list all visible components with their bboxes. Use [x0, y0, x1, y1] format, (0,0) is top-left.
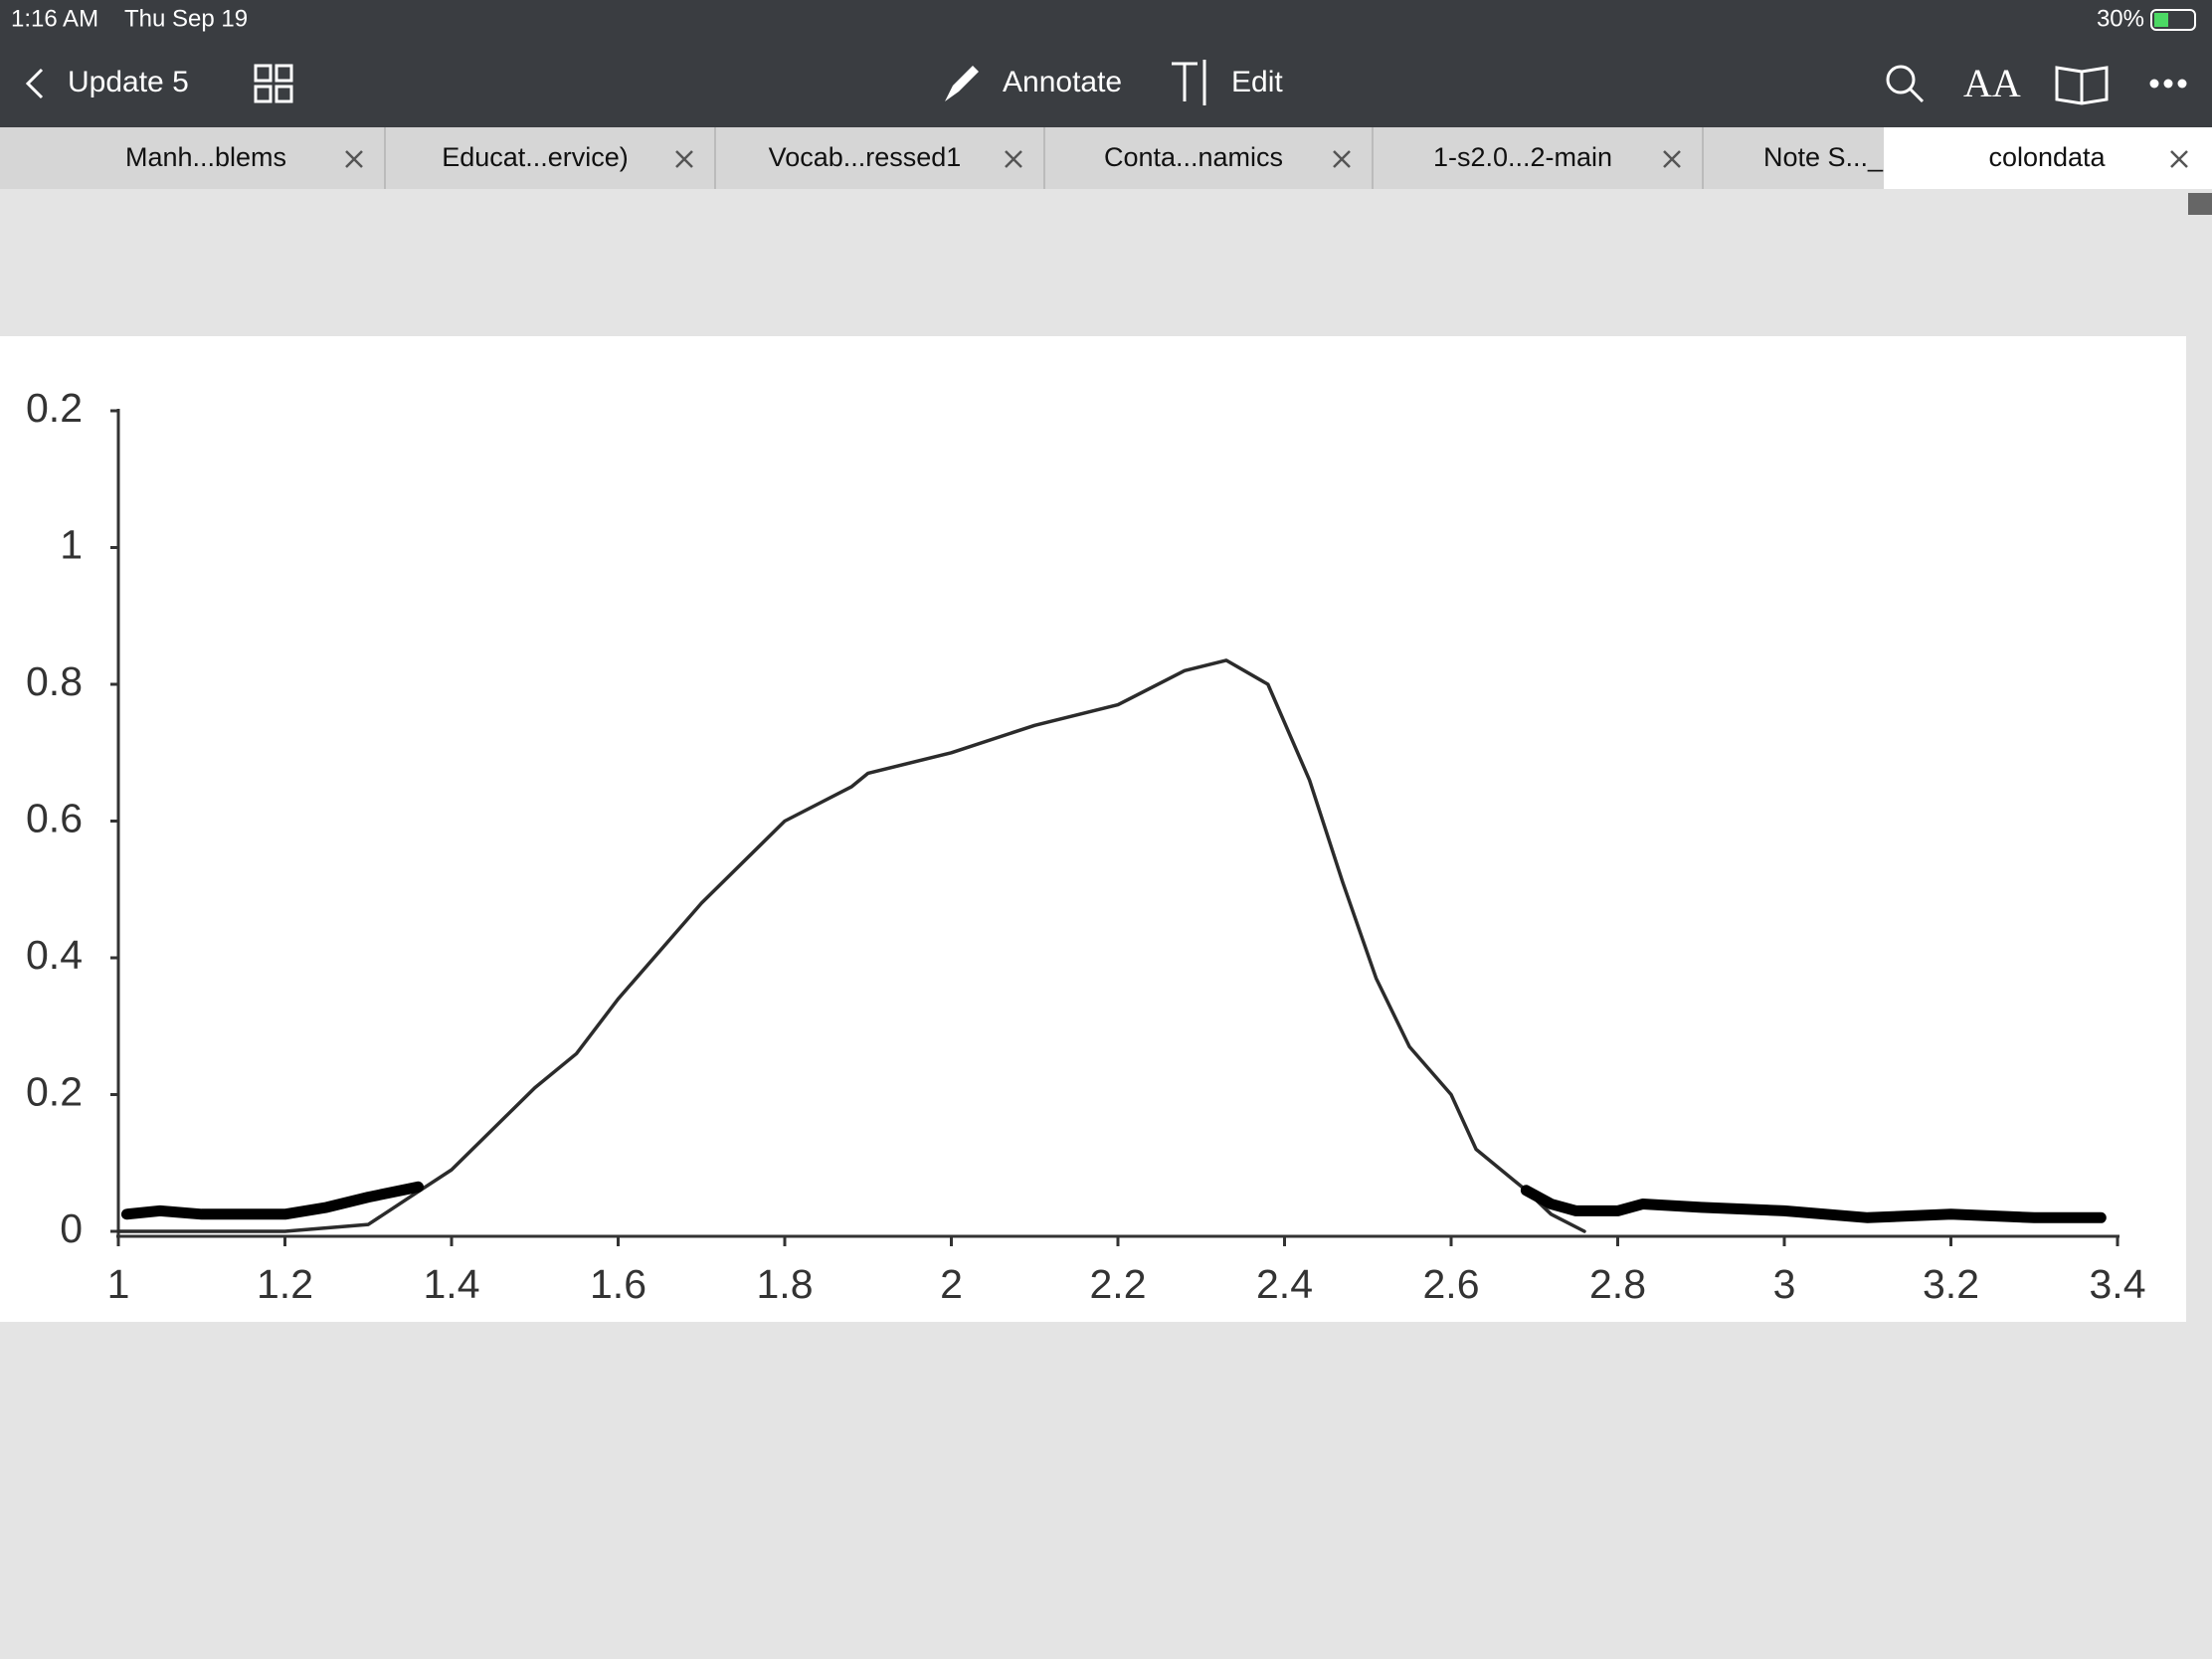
battery-icon: [2150, 9, 2196, 31]
pencil-icon[interactable]: [945, 66, 979, 101]
time: 1:16 AM: [11, 5, 98, 32]
x-tick-label: 2.4: [1256, 1261, 1313, 1307]
tab-close[interactable]: [1005, 150, 1022, 168]
x-tick-label: 1.8: [757, 1261, 814, 1307]
tab-close[interactable]: [1333, 150, 1351, 168]
y-tick-label: 0.2: [26, 385, 83, 431]
tab-label[interactable]: Conta...namics: [1104, 142, 1283, 172]
tab-close[interactable]: [1663, 150, 1681, 168]
annotate-button[interactable]: Annotate: [1003, 66, 1122, 98]
back-button[interactable]: Update 5: [68, 66, 189, 98]
x-tick-label: 2.6: [1423, 1261, 1480, 1307]
grid-icon[interactable]: [254, 64, 293, 103]
tab-label[interactable]: Manh...blems: [125, 142, 286, 172]
text-size-button[interactable]: AA: [1963, 61, 2021, 105]
x-tick-label: 1: [107, 1261, 130, 1307]
search-icon[interactable]: [1886, 65, 1925, 103]
tab-bar: [0, 127, 2212, 189]
y-tick-label: 0: [60, 1205, 83, 1251]
annotation-stroke: [120, 1181, 2107, 1223]
battery-level: 30%: [2097, 5, 2144, 32]
x-tick-label: 3: [1773, 1261, 1796, 1307]
date: Thu Sep 19: [124, 5, 248, 32]
tab-label[interactable]: colondata: [1988, 142, 2106, 172]
y-tick-label: 0.6: [26, 795, 83, 840]
tab-label[interactable]: 1-s2.0...2-main: [1433, 142, 1612, 172]
y-tick-label: 0.8: [26, 658, 83, 704]
top-bar: [0, 0, 2212, 127]
x-tick-label: 1.2: [257, 1261, 313, 1307]
tab-label[interactable]: Note S..._: [1763, 142, 1884, 172]
y-tick-label: 0.2: [26, 1068, 83, 1114]
x-tick-label: 3.2: [1923, 1261, 1979, 1307]
reader-icon[interactable]: [2055, 66, 2109, 105]
back-icon[interactable]: [25, 68, 44, 99]
tab-close[interactable]: [345, 150, 363, 168]
text-icon[interactable]: [1172, 60, 1206, 105]
tab-label[interactable]: Vocab...ressed1: [769, 142, 962, 172]
scrollbar: [2188, 193, 2212, 215]
x-tick-label: 2: [940, 1261, 963, 1307]
curve: [116, 658, 1586, 1233]
x-tick-label: 1.4: [424, 1261, 480, 1307]
tab-close[interactable]: [2170, 150, 2188, 168]
tab-label[interactable]: Educat...ervice): [442, 142, 629, 172]
active-tab: [1884, 127, 2212, 189]
x-tick-label: 3.4: [2090, 1261, 2146, 1307]
more-icon[interactable]: [2149, 79, 2187, 89]
y-tick-label: 0.4: [26, 932, 83, 978]
page-image: [0, 336, 2186, 1322]
x-tick-label: 2.2: [1090, 1261, 1147, 1307]
tab-close[interactable]: [675, 150, 693, 168]
y-tick-label: 1: [60, 521, 83, 567]
x-tick-label: 1.6: [590, 1261, 646, 1307]
battery-fill: [2154, 13, 2168, 27]
edit-button[interactable]: Edit: [1231, 66, 1283, 98]
x-tick-label: 2.8: [1589, 1261, 1646, 1307]
